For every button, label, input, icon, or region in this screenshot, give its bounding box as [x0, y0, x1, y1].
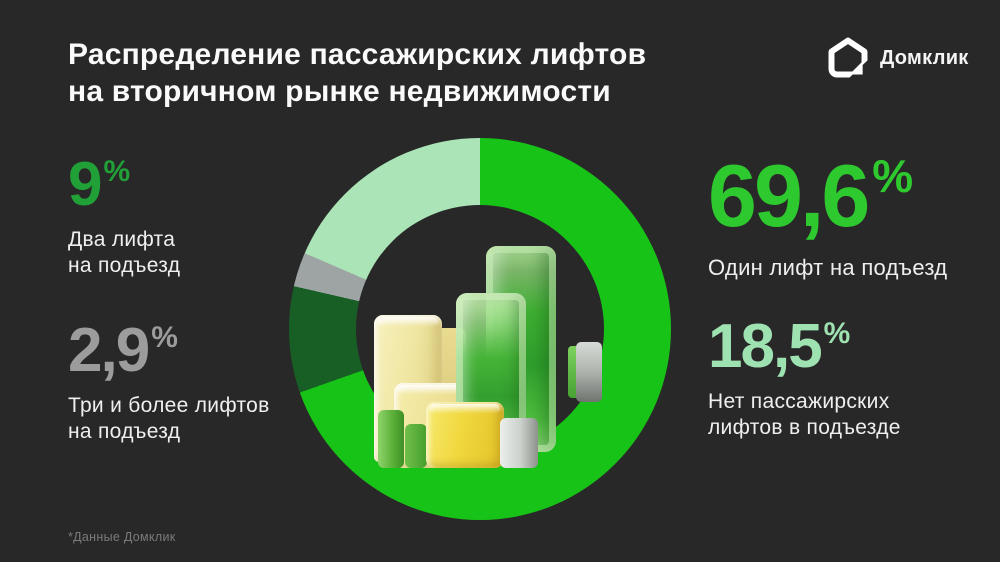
stat-one-lift-label: Один лифт на подъезд [708, 255, 948, 280]
domclick-house-icon [828, 37, 870, 79]
stat-two-lifts-value: 9% [68, 152, 180, 218]
bar-green-sliver [568, 346, 579, 398]
stat-two-lifts-label: Два лифта на подъезд [68, 228, 181, 277]
domclick-logo: Домклик [826, 36, 969, 80]
percent-sign: % [823, 317, 851, 350]
stat-no-lifts-label: Нет пассажирских лифтов в подъезде [708, 390, 901, 439]
stat-number: 2,9 [68, 316, 150, 385]
stat-number: 69,6 [708, 146, 870, 245]
bar-small-green-2 [405, 424, 427, 468]
stat-one-lift: 69,6% Один лифт на подъезд [708, 150, 947, 281]
bar-silver-front [500, 418, 538, 468]
bar-silver-back [576, 342, 602, 402]
bar-small-green [378, 410, 404, 468]
stat-number: 9 [68, 150, 103, 219]
page-title-line2: на вторичном рынке недвижимости [68, 75, 611, 108]
stat-three-plus-label: Три и более лифтов на подъезд [68, 394, 270, 443]
stat-three-plus-value: 2,9% [68, 318, 270, 384]
stat-one-lift-value: 69,6% [708, 150, 947, 242]
page-title-line1: Распределение пассажирских лифтов [68, 38, 647, 71]
elevator-bars-illustration [358, 242, 650, 468]
stat-two-lifts: 9% Два лифта на подъезд [68, 152, 180, 279]
percent-sign: % [103, 155, 131, 188]
percent-sign: % [872, 150, 914, 202]
stat-no-lifts: 18,5% Нет пассажирских лифтов в подъезде [708, 314, 901, 441]
stat-three-plus-lifts: 2,9% Три и более лифтов на подъезд [68, 318, 270, 445]
domclick-logo-text: Домклик [880, 46, 969, 69]
bar-bright-yellow [426, 402, 504, 468]
stat-no-lifts-value: 18,5% [708, 314, 901, 380]
data-source-note: *Данные Домклик [68, 530, 176, 544]
stat-number: 18,5 [708, 312, 823, 381]
page-title: Распределение пассажирских лифтов на вто… [68, 36, 646, 110]
percent-sign: % [151, 321, 178, 354]
